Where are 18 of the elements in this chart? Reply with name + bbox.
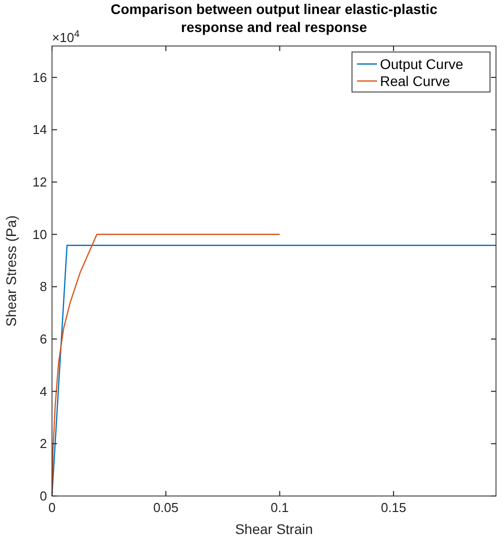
chart-title: Comparison between output linear elastic-plastic response and real response: [110, 1, 438, 35]
x-axis-title: Shear Strain: [235, 521, 313, 537]
y-tick-label: 2: [40, 436, 47, 452]
y-tick-label: 6: [40, 332, 47, 347]
y-tick-label: 12: [32, 174, 47, 190]
x-tick-label: 0.1: [270, 500, 289, 515]
y-tick-label: 4: [40, 384, 47, 399]
y-tick-label: 14: [32, 122, 47, 138]
x-tick-label: 0.15: [380, 500, 406, 515]
text: ×10$^{4}$: [52, 28, 80, 45]
y-tick-label: 0: [40, 488, 47, 504]
legend-label: Real Curve: [380, 73, 450, 89]
legend-label: Output Curve: [380, 56, 464, 72]
y-tick-label: 16: [32, 70, 47, 85]
x-tick-label: 0.05: [153, 500, 178, 515]
y-tick-label: 10: [32, 226, 47, 242]
y-tick-label: 8: [40, 279, 47, 294]
y-axis-title: Shear Stress (Pa): [3, 215, 19, 327]
